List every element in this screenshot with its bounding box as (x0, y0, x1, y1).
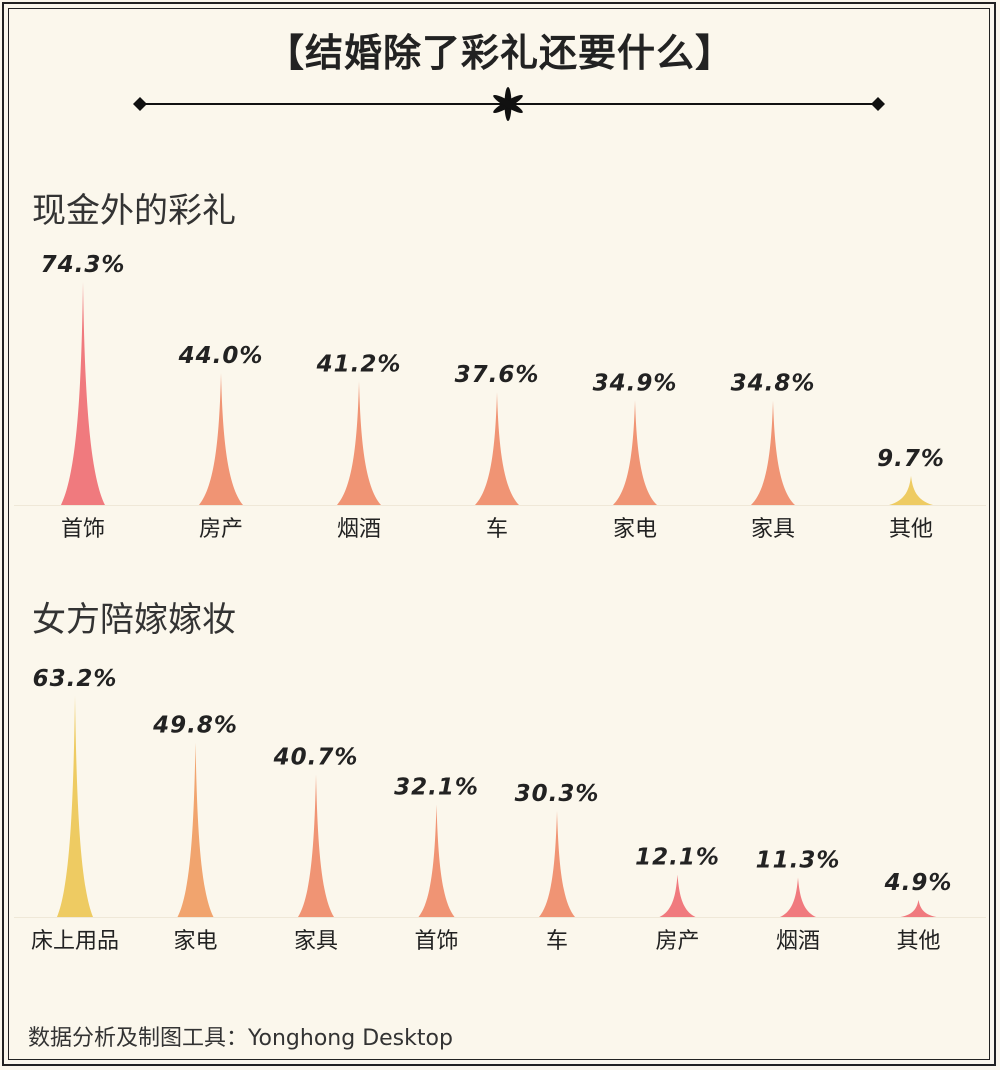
dowry-chart-title: 女方陪嫁嫁妆 (32, 600, 236, 640)
bride-price-value-label-3: 41.2% (316, 351, 402, 377)
dowry-value-label-3: 40.7% (273, 745, 359, 771)
dowry-bar-8 (900, 899, 937, 917)
bride-price-bar-4 (475, 392, 519, 505)
bride-price-category-label-1: 首饰 (61, 517, 105, 542)
dowry-category-label-3: 家具 (294, 929, 338, 954)
bride-price-category-label-6: 家具 (751, 517, 795, 542)
dowry-category-label-8: 其他 (896, 929, 940, 954)
dowry-bar-4 (418, 804, 455, 917)
chart-dowry: 女方陪嫁嫁妆 63.2% 床上用品 49.8% 家电 40.7% 家具 32.1% 首饰 30.3… (14, 600, 986, 954)
bride-price-bar-5 (613, 400, 657, 505)
bride-price-category-label-2: 房产 (199, 517, 243, 542)
bride-price-category-label-7: 其他 (889, 517, 933, 542)
dowry-category-label-4: 首饰 (414, 929, 458, 954)
dowry-bar-5 (539, 810, 575, 917)
bride-price-bar-1 (61, 282, 105, 505)
bride-price-bar-2 (199, 373, 243, 505)
dowry-bar-2 (177, 742, 214, 917)
page-title: 【结婚除了彩礼还要什么】 (265, 31, 734, 75)
inner-frame (8, 8, 990, 1060)
bride-price-chart-title: 现金外的彩礼 (32, 191, 236, 231)
dowry-category-label-2: 家电 (173, 929, 217, 954)
bride-price-category-label-3: 烟酒 (337, 517, 381, 542)
dowry-category-label-7: 烟酒 (776, 929, 820, 954)
bride-price-value-label-7: 9.7% (877, 446, 945, 472)
bride-price-value-label-2: 44.0% (178, 343, 264, 369)
title-divider-ornament (133, 87, 885, 121)
dowry-category-label-5: 车 (546, 929, 568, 954)
bride-price-value-label-1: 74.3% (41, 252, 126, 278)
dowry-bar-3 (298, 774, 334, 917)
dowry-value-label-2: 49.8% (152, 713, 238, 739)
dowry-value-label-4: 32.1% (394, 775, 479, 801)
bride-price-value-label-4: 37.6% (455, 362, 540, 388)
bride-price-bar-7 (889, 475, 933, 505)
dowry-category-label-6: 房产 (655, 929, 699, 954)
dowry-value-label-6: 12.1% (635, 845, 720, 871)
dowry-bar-7 (780, 877, 816, 917)
bride-price-value-label-6: 34.8% (731, 371, 816, 397)
dowry-bar-6 (659, 874, 696, 917)
bride-price-category-label-4: 车 (486, 517, 508, 542)
chart-bride-price: 现金外的彩礼 74.3% 首饰 44.0% 房产 41.2% 烟酒 37.6% 车 34.9% 家电… (14, 191, 986, 542)
dowry-category-label-1: 床上用品 (31, 929, 119, 954)
bride-price-category-label-5: 家电 (613, 517, 657, 542)
bride-price-bar-6 (751, 400, 795, 505)
bride-price-value-label-5: 34.9% (593, 370, 678, 396)
dowry-bar-1 (57, 695, 93, 917)
dowry-value-label-8: 4.9% (884, 870, 953, 896)
bride-price-bar-3 (337, 381, 381, 505)
dowry-value-label-5: 30.3% (515, 781, 600, 807)
dowry-value-label-7: 11.3% (756, 847, 841, 873)
source-footer: 数据分析及制图工具：Yonghong Desktop (28, 1026, 453, 1051)
dowry-value-label-1: 63.2% (33, 666, 118, 692)
